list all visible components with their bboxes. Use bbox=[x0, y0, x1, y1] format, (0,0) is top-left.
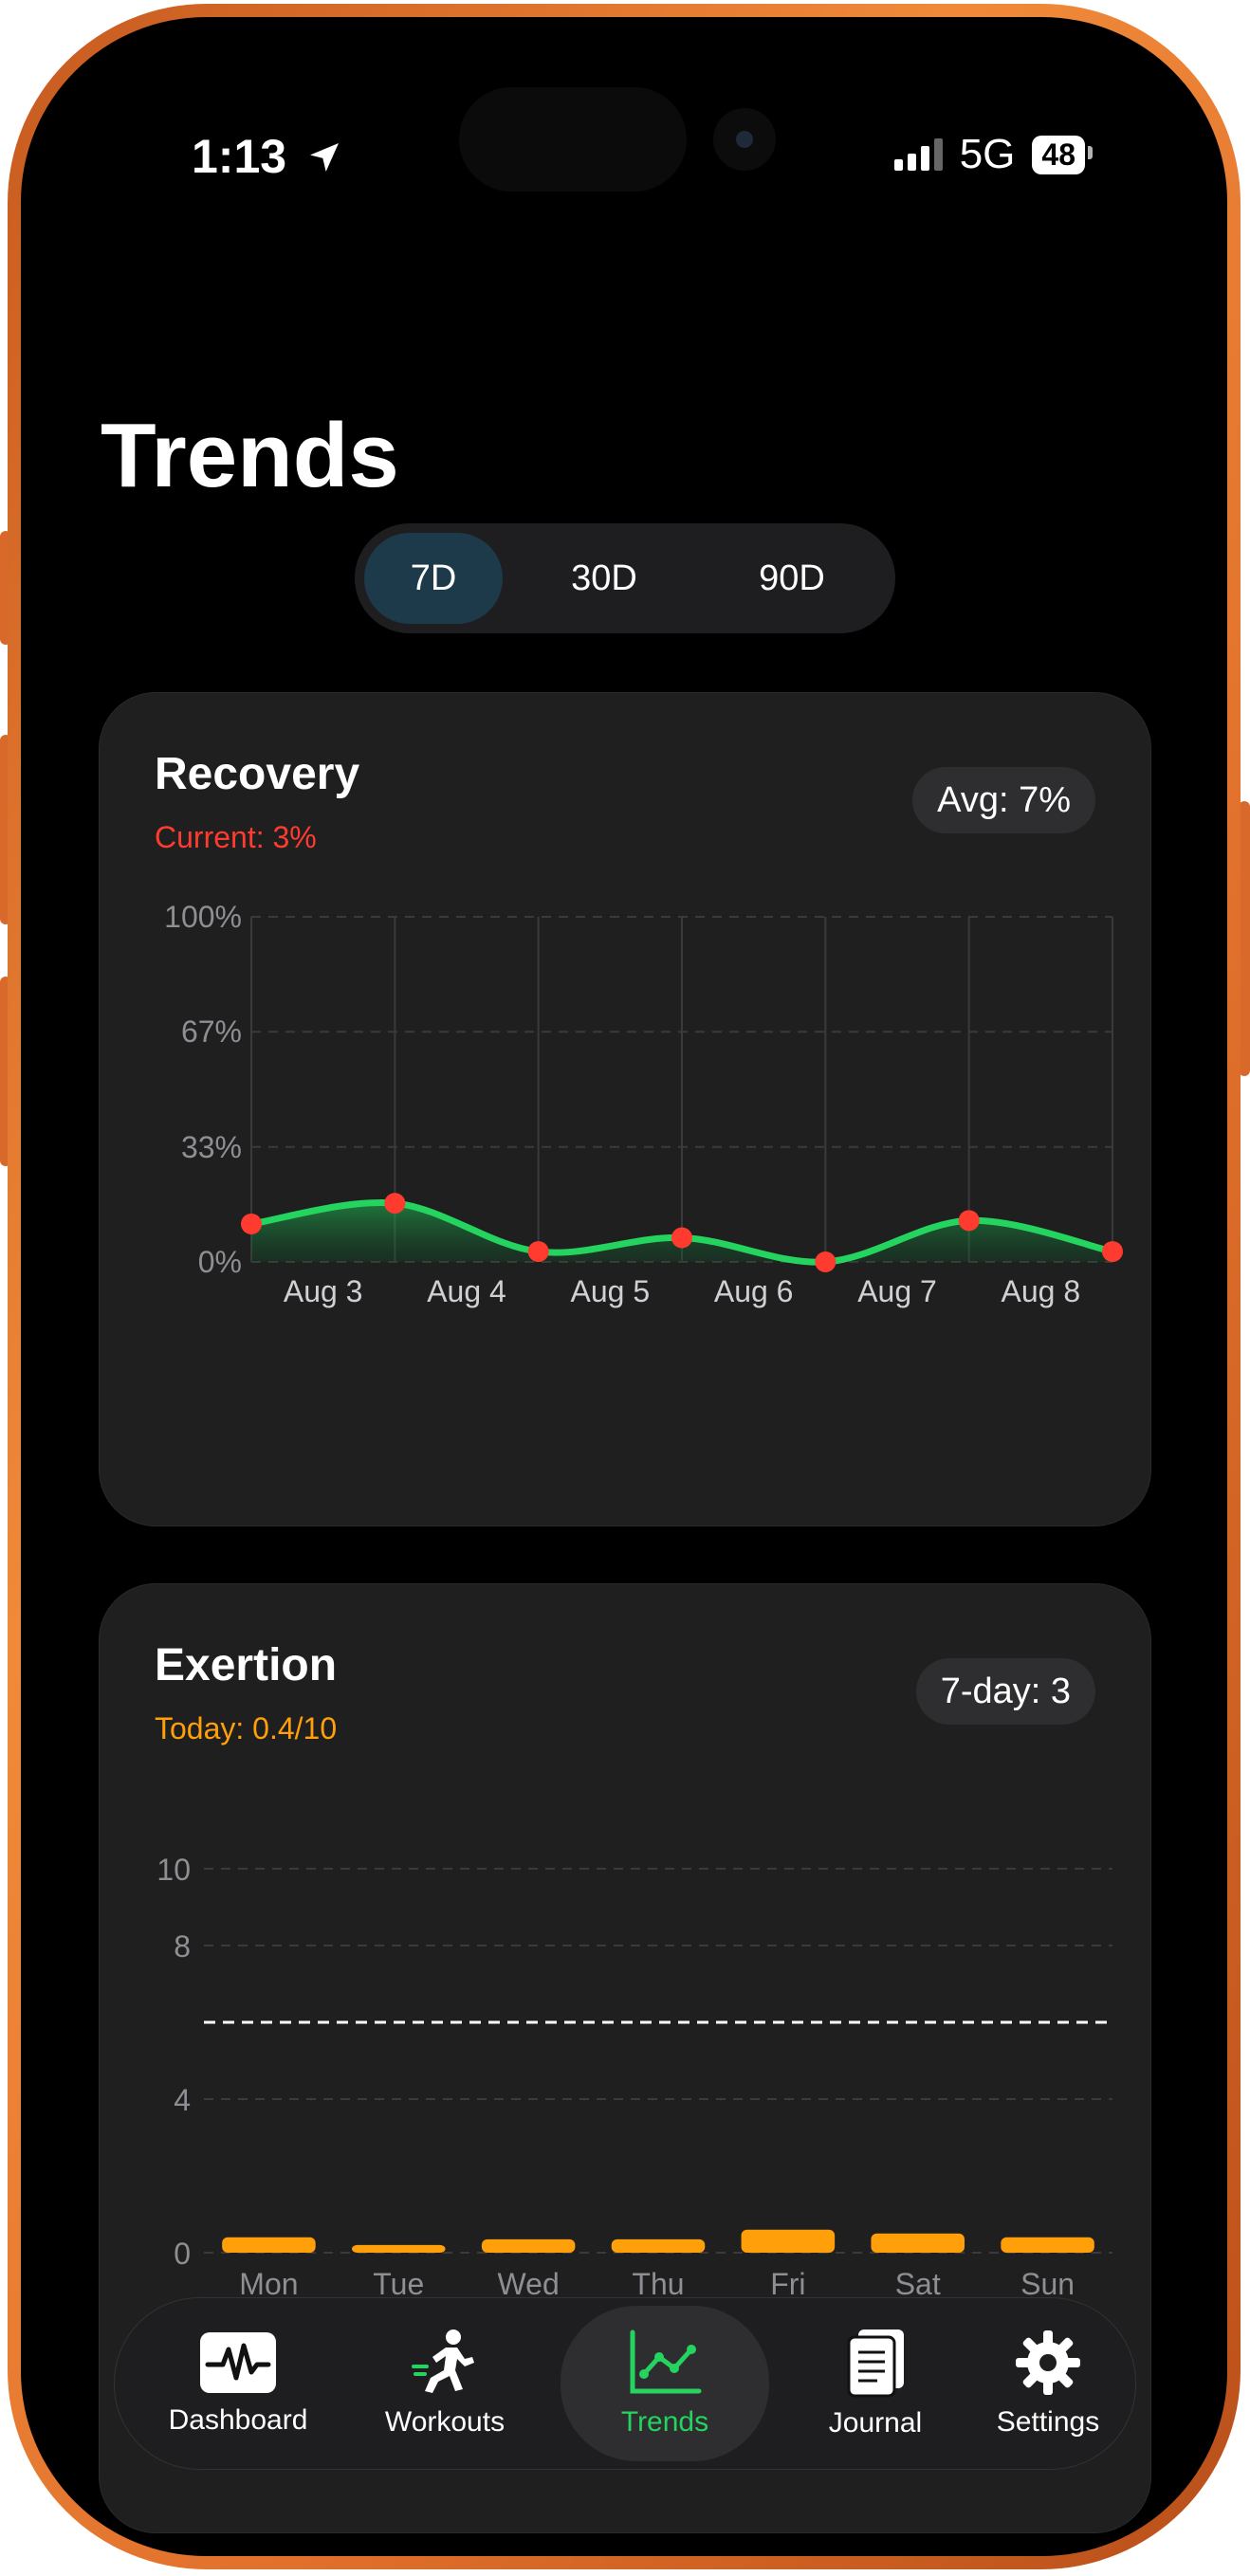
recovery-chart: 0% 33% 67% 100% Aug 3 Aug 4 Aug 5 Aug 6 Aug 7 Aug… bbox=[164, 900, 1123, 1308]
recovery-data-point[interactable] bbox=[1102, 1241, 1123, 1263]
exertion-bar[interactable] bbox=[1001, 2237, 1094, 2253]
recovery-x-tick-label: Aug 8 bbox=[1002, 1274, 1081, 1308]
recovery-current: Current: 3% bbox=[155, 820, 317, 854]
tab-journal[interactable]: Journal bbox=[790, 2298, 961, 2469]
tab-journal-label: Journal bbox=[828, 2407, 923, 2439]
recovery-area-fill bbox=[251, 1202, 1112, 1263]
exertion-bar[interactable] bbox=[222, 2237, 316, 2253]
cellular-signal-icon bbox=[893, 138, 943, 171]
exertion-title: Exertion bbox=[155, 1640, 338, 1690]
trends-icon bbox=[630, 2329, 702, 2394]
status-time-text: 1:13 bbox=[192, 130, 287, 183]
recovery-x-tick-label: Aug 3 bbox=[284, 1274, 363, 1308]
range-selector: 7D 30D 90D bbox=[355, 523, 895, 633]
recovery-card[interactable]: Recovery Current: 3% Avg: 7% 0% 33% 67% 100… bbox=[99, 692, 1151, 1526]
battery-level: 48 bbox=[1041, 137, 1075, 172]
recovery-y-tick-label: 0% bbox=[198, 1245, 242, 1279]
recovery-y-tick-label: 67% bbox=[181, 1014, 242, 1049]
location-arrow-icon bbox=[309, 143, 339, 172]
recovery-data-point[interactable] bbox=[384, 1193, 406, 1215]
status-time: 1:13 bbox=[192, 129, 343, 184]
exertion-y-tick-label: 10 bbox=[156, 1853, 191, 1887]
tab-bar: Dashboard Workouts Trends bbox=[114, 2297, 1136, 2470]
recovery-data-point[interactable] bbox=[527, 1241, 549, 1263]
front-camera bbox=[713, 108, 776, 171]
exertion-y-tick-label: 8 bbox=[174, 1929, 191, 1964]
tab-trends-label: Trends bbox=[620, 2406, 709, 2438]
exertion-y-tick-label: 0 bbox=[174, 2237, 191, 2271]
exertion-x-tick-label: Thu bbox=[632, 2267, 684, 2301]
screen: 1:13 5G 48 Trends 7D 30D 90D Recovery Cu… bbox=[21, 17, 1227, 2556]
recovery-y-tick-label: 100% bbox=[164, 900, 242, 934]
recovery-x-tick-label: Aug 5 bbox=[571, 1274, 651, 1308]
exertion-weekly-badge: 7-day: 3 bbox=[915, 1658, 1095, 1725]
exertion-bar[interactable] bbox=[871, 2233, 965, 2253]
exertion-x-tick-label: Sat bbox=[895, 2267, 941, 2301]
recovery-y-tick-label: 33% bbox=[181, 1130, 242, 1164]
recovery-data-point[interactable] bbox=[958, 1210, 980, 1232]
tab-workouts[interactable]: Workouts bbox=[359, 2298, 530, 2469]
recovery-x-tick-label: Aug 6 bbox=[714, 1274, 794, 1308]
exertion-chart: 0 4 8 10 Mon Tue Wed Thu Fri Sat Sun bbox=[156, 1853, 1112, 2301]
recovery-title: Recovery bbox=[155, 749, 360, 799]
running-icon bbox=[412, 2329, 474, 2393]
dynamic-island bbox=[459, 87, 687, 192]
battery-icon: 48 bbox=[1032, 135, 1093, 174]
tab-dashboard-label: Dashboard bbox=[168, 2404, 308, 2436]
tab-settings[interactable]: Settings bbox=[963, 2298, 1133, 2469]
tab-workouts-label: Workouts bbox=[384, 2406, 506, 2438]
recovery-x-tick-label: Aug 4 bbox=[427, 1274, 506, 1308]
recovery-data-point[interactable] bbox=[671, 1227, 692, 1249]
page-title: Trends bbox=[101, 405, 399, 506]
dashboard-icon bbox=[200, 2332, 276, 2393]
recovery-data-point[interactable] bbox=[815, 1251, 836, 1272]
range-option-90d[interactable]: 90D bbox=[759, 557, 825, 598]
exertion-bar[interactable] bbox=[741, 2229, 836, 2253]
tab-settings-label: Settings bbox=[996, 2406, 1100, 2438]
recovery-average-badge: Avg: 7% bbox=[912, 767, 1095, 833]
exertion-x-tick-label: Tue bbox=[373, 2267, 424, 2301]
exertion-bar[interactable] bbox=[352, 2244, 446, 2253]
recovery-x-tick-label: Aug 7 bbox=[857, 1274, 937, 1308]
journal-icon bbox=[847, 2329, 904, 2398]
exertion-bar[interactable] bbox=[481, 2238, 576, 2253]
exertion-x-tick-label: Fri bbox=[770, 2267, 805, 2301]
recovery-data-point[interactable] bbox=[241, 1213, 262, 1234]
status-indicators: 5G 48 bbox=[893, 131, 1093, 178]
exertion-bar[interactable] bbox=[611, 2238, 706, 2253]
tab-trends[interactable]: Trends bbox=[561, 2306, 769, 2461]
range-option-7d[interactable]: 7D bbox=[364, 533, 503, 624]
exertion-x-tick-label: Wed bbox=[498, 2267, 560, 2301]
power-button bbox=[1239, 801, 1250, 1076]
network-type: 5G bbox=[959, 131, 1016, 177]
gear-icon bbox=[1016, 2330, 1080, 2395]
exertion-today: Today: 0.4/10 bbox=[155, 1711, 338, 1745]
exertion-y-tick-label: 4 bbox=[174, 2083, 191, 2117]
exertion-x-tick-label: Mon bbox=[239, 2267, 298, 2301]
tab-dashboard[interactable]: Dashboard bbox=[153, 2298, 323, 2469]
exertion-x-tick-label: Sun bbox=[1020, 2267, 1075, 2301]
range-option-30d[interactable]: 30D bbox=[571, 557, 637, 598]
